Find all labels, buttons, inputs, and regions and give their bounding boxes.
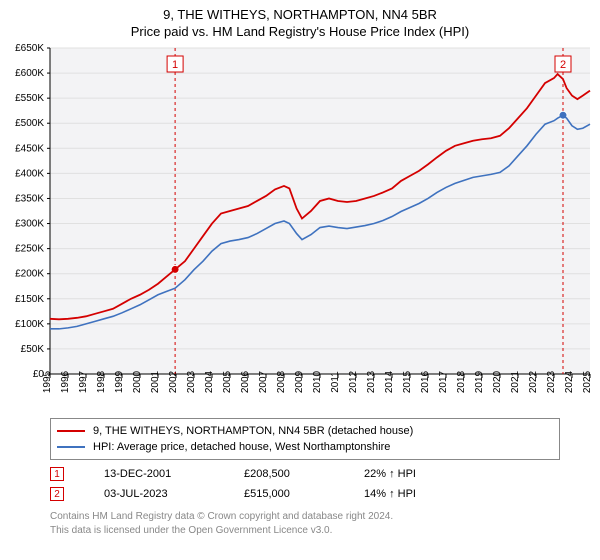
legend-item: 9, THE WITHEYS, NORTHAMPTON, NN4 5BR (de… xyxy=(57,423,553,439)
attribution-footer: Contains HM Land Registry data © Crown c… xyxy=(50,510,570,537)
y-tick-label: £50K xyxy=(21,344,45,355)
legend-swatch xyxy=(57,446,85,448)
chart-title: 9, THE WITHEYS, NORTHAMPTON, NN4 5BR xyxy=(0,0,600,24)
chart-area: £0£50K£100K£150K£200K£250K£300K£350K£400… xyxy=(0,42,600,412)
chart-svg: £0£50K£100K£150K£200K£250K£300K£350K£400… xyxy=(0,42,600,412)
y-tick-label: £650K xyxy=(15,43,44,54)
y-tick-label: £550K xyxy=(15,93,44,104)
event-date: 03-JUL-2023 xyxy=(104,488,244,500)
legend-label: HPI: Average price, detached house, West… xyxy=(93,441,390,453)
event-row-badge: 2 xyxy=(50,487,64,501)
y-tick-label: £300K xyxy=(15,219,44,230)
y-tick-label: £200K xyxy=(15,269,44,280)
y-tick-label: £150K xyxy=(15,294,44,305)
y-tick-label: £100K xyxy=(15,319,44,330)
event-diff: 22% ↑ HPI xyxy=(364,468,484,480)
footer-line-1: Contains HM Land Registry data © Crown c… xyxy=(50,510,570,524)
event-diff: 14% ↑ HPI xyxy=(364,488,484,500)
y-tick-label: £250K xyxy=(15,244,44,255)
page-root: 9, THE WITHEYS, NORTHAMPTON, NN4 5BR Pri… xyxy=(0,0,600,560)
event-row: 1 13-DEC-2001£208,50022% ↑ HPI xyxy=(50,464,560,484)
event-badge: 1 xyxy=(172,59,178,71)
legend-item: HPI: Average price, detached house, West… xyxy=(57,439,553,455)
y-tick-label: £400K xyxy=(15,168,44,179)
event-price: £208,500 xyxy=(244,468,364,480)
footer-line-2: This data is licensed under the Open Gov… xyxy=(50,524,570,538)
y-tick-label: £350K xyxy=(15,193,44,204)
event-row-badge: 1 xyxy=(50,467,64,481)
y-tick-label: £500K xyxy=(15,118,44,129)
event-price: £515,000 xyxy=(244,488,364,500)
event-row: 2 03-JUL-2023£515,00014% ↑ HPI xyxy=(50,484,560,504)
event-date: 13-DEC-2001 xyxy=(104,468,244,480)
y-tick-label: £600K xyxy=(15,68,44,79)
event-markers-table: 1 13-DEC-2001£208,50022% ↑ HPI 2 03-JUL-202… xyxy=(50,464,560,504)
chart-subtitle: Price paid vs. HM Land Registry's House … xyxy=(0,24,600,39)
legend-box: 9, THE WITHEYS, NORTHAMPTON, NN4 5BR (de… xyxy=(50,418,560,460)
legend-label: 9, THE WITHEYS, NORTHAMPTON, NN4 5BR (de… xyxy=(93,425,413,437)
legend-swatch xyxy=(57,430,85,432)
event-badge: 2 xyxy=(560,59,566,71)
y-tick-label: £450K xyxy=(15,143,44,154)
